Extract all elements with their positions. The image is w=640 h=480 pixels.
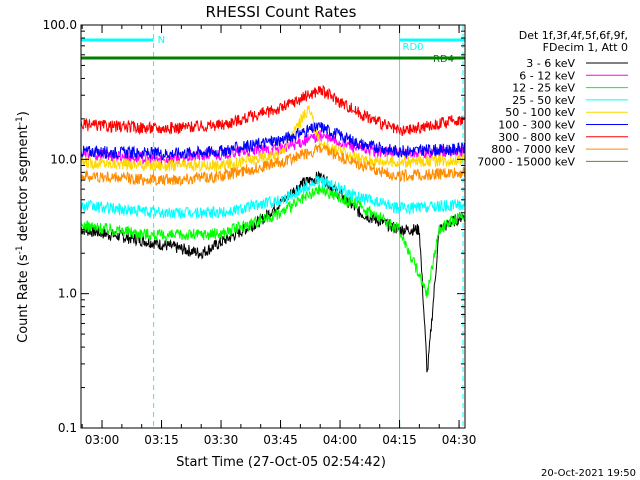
y-tick-label: 100.0	[43, 18, 77, 32]
legend-header-line-2: FDecim 1, Att 0	[543, 41, 628, 54]
legend-label: 6 - 12 keV	[519, 69, 575, 82]
x-axis-ticks: 03:00 03:15 03:30 03:45 04:00 04:15 04:30	[81, 25, 477, 447]
x-tick-label: 03:00	[85, 433, 120, 447]
series-line-0	[80, 171, 466, 373]
y-axis-label: Count Rate (s-1 detector segment-1)	[15, 111, 31, 343]
plot-frame	[80, 24, 466, 429]
y-axis-label-sup1: -1	[15, 245, 25, 254]
legend-label: 12 - 25 keV	[512, 82, 575, 95]
x-tick-label: 04:15	[382, 433, 417, 447]
flag-label-n: N	[158, 35, 165, 46]
y-tick-label: 10.0	[50, 152, 77, 166]
y-axis-ticks: 100.0 10.0 1.0 0.1	[43, 18, 465, 435]
x-axis-label: Start Time (27-Oct-05 02:54:42)	[176, 455, 386, 470]
legend-label: 100 - 300 keV	[498, 119, 575, 132]
y-axis-label-main: Count Rate (s	[16, 254, 31, 343]
footer-timestamp: 20-Oct-2021 19:50	[541, 468, 636, 479]
legend-label: 800 - 7000 keV	[491, 143, 575, 156]
legend-label: 7000 - 15000 keV	[477, 155, 575, 168]
x-tick-label: 03:45	[263, 433, 298, 447]
y-axis-label-sup2: -1	[15, 116, 25, 125]
legend-label: 300 - 800 keV	[498, 131, 575, 144]
series-line-3	[80, 175, 466, 220]
series-line-5	[80, 121, 466, 161]
x-tick-label: 04:30	[442, 433, 477, 447]
x-tick-label: 04:00	[323, 433, 358, 447]
series-line-6	[80, 84, 466, 136]
legend-label: 50 - 100 keV	[505, 106, 575, 119]
y-axis-label-end: )	[16, 111, 31, 116]
legend-label: 25 - 50 keV	[512, 94, 575, 107]
legend-header-line-1: Det 1f,3f,4f,5f,6f,9f,	[519, 29, 628, 42]
x-tick-label: 03:15	[144, 433, 179, 447]
series-line-4	[80, 105, 466, 173]
x-tick-label: 03:30	[204, 433, 239, 447]
flag-label-rd4: RD4	[433, 54, 454, 65]
legend-label: 3 - 6 keV	[526, 57, 575, 70]
flag-label-rd0: RD0	[403, 42, 424, 53]
plot-area: N RD0 RD4	[80, 25, 466, 428]
y-axis-label-mid: detector segment	[16, 125, 31, 245]
y-tick-label: 1.0	[58, 287, 77, 301]
series-line-7	[80, 144, 466, 187]
chart-title: RHESSI Count Rates	[206, 3, 357, 21]
legend: Det 1f,3f,4f,5f,6f,9f, FDecim 1, Att 0 3…	[477, 29, 628, 168]
series-line-2	[80, 184, 466, 299]
y-tick-label: 0.1	[58, 421, 77, 435]
